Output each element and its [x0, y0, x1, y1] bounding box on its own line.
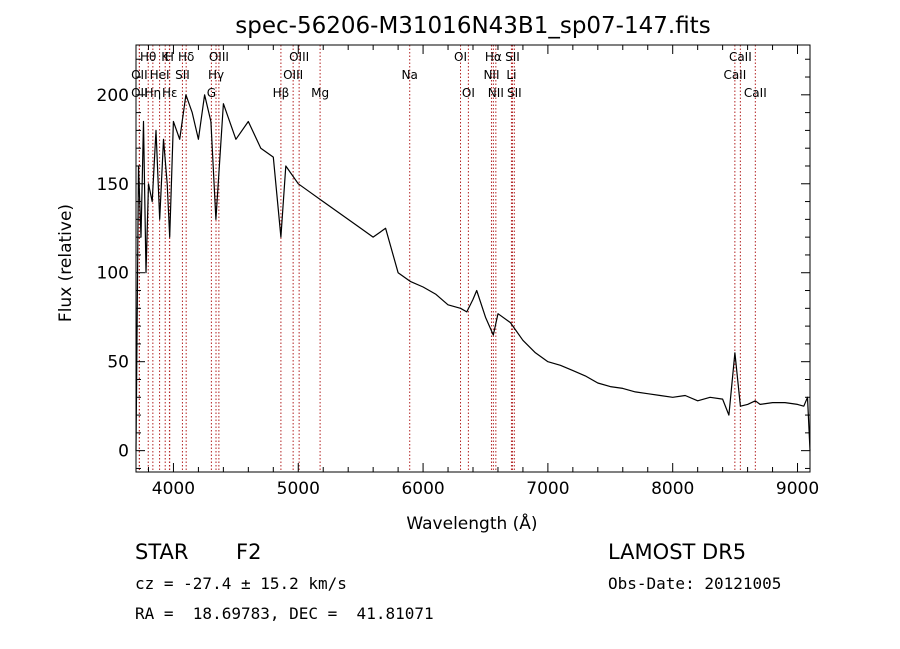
chart-title: spec-56206-M31016N43B1_sp07-147.fits: [235, 13, 710, 39]
marker-label: Hδ: [178, 50, 194, 64]
x-axis-label: Wavelength (Å): [406, 512, 537, 534]
marker-label: OIII: [289, 50, 309, 64]
marker-label: NII: [488, 86, 504, 100]
marker-label: SII: [175, 68, 190, 82]
marker-label: Hθ: [140, 50, 156, 64]
x-tick-label: 4000: [152, 479, 195, 499]
spectral-line-labels: Hθ OII OII KH HeI Hη Hε Hδ SII OIII Hγ G OIII OIII Hβ M…: [131, 50, 767, 100]
survey-name: LAMOST DR5: [608, 540, 747, 564]
marker-label: HeI: [150, 68, 170, 82]
marker-label: Na: [402, 68, 418, 82]
y-tick-label: 0: [118, 442, 129, 462]
y-tick-label: 50: [107, 353, 129, 373]
x-tick-label: 8000: [651, 479, 694, 499]
marker-label: Mg: [311, 86, 329, 100]
observation-date: Obs-Date: 20121005: [608, 574, 782, 593]
coordinates: RA = 18.69783, DEC = 41.81071: [135, 604, 434, 623]
object-class: STAR: [135, 540, 189, 564]
x-tick-label: 9000: [776, 479, 819, 499]
marker-label: CaII: [744, 86, 767, 100]
marker-label: OII: [131, 86, 148, 100]
x-tick-label: 6000: [401, 479, 444, 499]
marker-label: CaII: [723, 68, 746, 82]
marker-label: Hα: [485, 50, 502, 64]
marker-label: G: [207, 86, 216, 100]
marker-label: Li: [506, 68, 516, 82]
subclass: F2: [236, 540, 262, 564]
marker-label: Hγ: [208, 68, 224, 82]
x-tick-label: 7000: [526, 479, 569, 499]
marker-label: H: [165, 50, 174, 64]
marker-label: OIII: [283, 68, 303, 82]
redshift-velocity: cz = -27.4 ± 15.2 km/s: [135, 574, 347, 593]
x-tick-label: 5000: [277, 479, 320, 499]
y-tick-label: 100: [97, 264, 129, 284]
x-axis-ticks: 4000 5000 6000 7000 8000 9000: [147, 45, 819, 499]
marker-label: OI: [454, 50, 467, 64]
marker-label: K: [161, 50, 170, 64]
y-tick-label: 150: [97, 175, 129, 195]
y-axis-ticks: 0 50 100 150 200: [97, 58, 810, 469]
marker-label: SII: [505, 50, 520, 64]
marker-label: Hε: [162, 86, 178, 100]
marker-label: SII: [507, 86, 522, 100]
marker-label: Hη: [145, 86, 162, 100]
marker-label: OI: [462, 86, 475, 100]
marker-label: NII: [483, 68, 499, 82]
y-tick-label: 200: [97, 86, 129, 106]
marker-label: OIII: [209, 50, 229, 64]
y-axis-label: Flux (relative): [56, 204, 76, 322]
spectral-line-markers: [138, 45, 756, 472]
marker-label: Hβ: [273, 86, 290, 100]
plot-frame: [135, 44, 811, 473]
marker-label: OII: [131, 68, 148, 82]
marker-label: CaII: [729, 50, 752, 64]
spectrum-line: [135, 94, 811, 451]
